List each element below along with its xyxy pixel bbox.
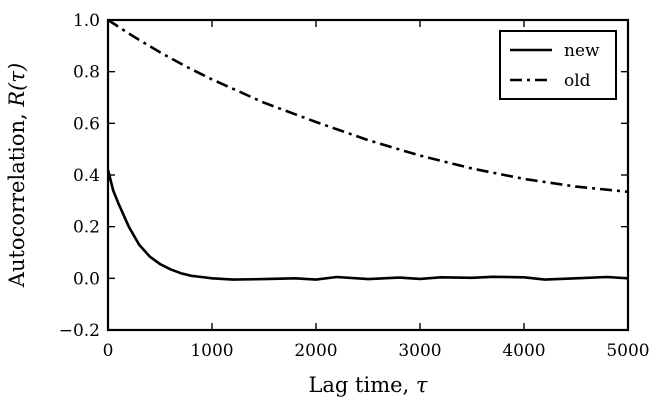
y-tick-label: 0.0 (73, 269, 100, 289)
y-tick-label: 1.0 (73, 11, 100, 31)
x-tick-label: 3000 (398, 341, 441, 361)
series-line-new (108, 169, 628, 281)
axes: 0 1000 2000 3000 4000 5000 −0.2 0.0 0.2 0.4 0.6 0.8… (59, 11, 650, 361)
x-tick-label: 5000 (606, 341, 649, 361)
series-line-old (108, 20, 628, 194)
legend-label-old: old (564, 71, 591, 91)
y-tick-label: 0.6 (73, 114, 100, 134)
x-tick-label: 1000 (190, 341, 233, 361)
plot-area (108, 20, 628, 281)
y-axis-label: Autocorrelation, R(τ) (5, 63, 29, 288)
x-tick-label: 4000 (502, 341, 545, 361)
y-tick-label: −0.2 (59, 321, 100, 341)
x-tick-label: 2000 (294, 341, 337, 361)
legend: new old (499, 30, 617, 100)
x-tick-label: 0 (103, 341, 114, 361)
y-tick-label: 0.2 (73, 218, 100, 238)
legend-box (499, 30, 617, 100)
legend-label-new: new (564, 41, 600, 61)
y-tick-label: 0.8 (73, 63, 100, 83)
x-axis-label: Lag time, τ (308, 373, 427, 397)
y-tick-label: 0.4 (73, 166, 100, 186)
